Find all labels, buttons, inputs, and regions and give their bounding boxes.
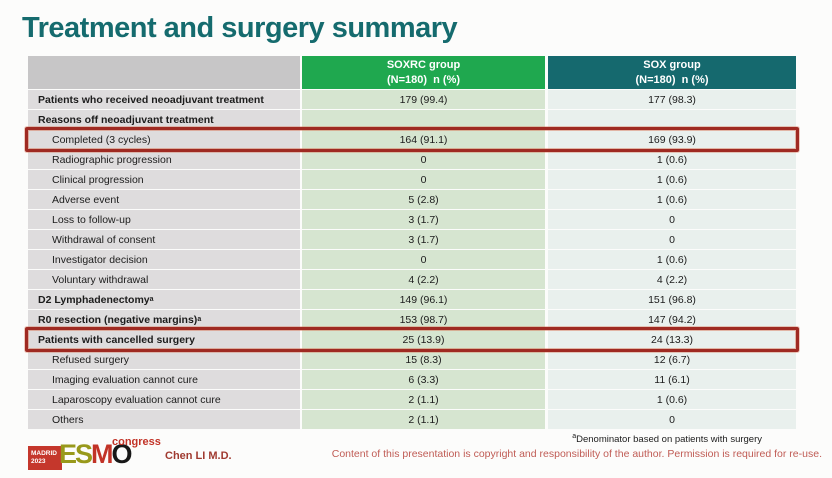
- sox-group-name: SOX group: [643, 59, 701, 72]
- madrid-2023-badge: MADRID 2023: [28, 446, 62, 470]
- esmo-letter-m: M: [91, 439, 113, 469]
- sox-value: 1 (0.6): [548, 250, 796, 269]
- soxrc-value: 0: [302, 170, 545, 189]
- soxrc-value: 0: [302, 250, 545, 269]
- row-label: D2 Lymphadenectomy a: [28, 290, 300, 309]
- row-label: Adverse event: [28, 190, 300, 209]
- sox-value: 0: [548, 230, 796, 249]
- row-label: Completed (3 cycles): [28, 130, 300, 149]
- esmo-wordmark: ESMO: [59, 439, 133, 470]
- sox-value: 0: [548, 210, 796, 229]
- row-label: Clinical progression: [28, 170, 300, 189]
- row-label: Laparoscopy evaluation cannot cure: [28, 390, 300, 409]
- table-body: Patients who received neoadjuvant treatm…: [25, 90, 799, 429]
- table-row: Voluntary withdrawal 4 (2.2) 4 (2.2): [28, 270, 796, 289]
- table-row: Patients who received neoadjuvant treatm…: [28, 90, 796, 109]
- summary-table: SOXRC group (N=180) n (%) SOX group (N=1…: [25, 56, 799, 430]
- soxrc-value: 153 (98.7): [302, 310, 545, 329]
- esmo-letter-o: O: [111, 439, 133, 469]
- sox-value: 12 (6.7): [548, 350, 796, 369]
- congress-label: congress: [112, 436, 161, 448]
- table-row: Clinical progression 0 1 (0.6): [28, 170, 796, 189]
- logo-city: MADRID: [31, 450, 57, 457]
- sox-value: [548, 110, 796, 129]
- soxrc-value: 2 (1.1): [302, 410, 545, 429]
- row-label: Withdrawal of consent: [28, 230, 300, 249]
- column-header-soxrc: SOXRC group (N=180) n (%): [302, 56, 545, 89]
- footnote: aDenominator based on patients with surg…: [572, 433, 762, 445]
- sox-value: 177 (98.3): [548, 90, 796, 109]
- table-row: Radiographic progression 0 1 (0.6): [28, 150, 796, 169]
- row-label: Patients with cancelled surgery: [28, 330, 300, 349]
- footnote-superscript: a: [572, 433, 577, 440]
- table-row: Others 2 (1.1) 0: [28, 410, 796, 429]
- presenter-name: Chen LI M.D.: [165, 450, 232, 462]
- soxrc-value: 25 (13.9): [302, 330, 545, 349]
- row-label: Imaging evaluation cannot cure: [28, 370, 300, 389]
- copyright-notice: Content of this presentation is copyrigh…: [331, 448, 822, 460]
- table-row: Laparoscopy evaluation cannot cure 2 (1.1…: [28, 390, 796, 409]
- table-row: Refused surgery 15 (8.3) 12 (6.7): [28, 350, 796, 369]
- table-row: Loss to follow-up 3 (1.7) 0: [28, 210, 796, 229]
- soxrc-value: 4 (2.2): [302, 270, 545, 289]
- row-label: Loss to follow-up: [28, 210, 300, 229]
- sox-value: 1 (0.6): [548, 170, 796, 189]
- sox-value: 11 (6.1): [548, 370, 796, 389]
- soxrc-value: 3 (1.7): [302, 210, 545, 229]
- row-label: Refused surgery: [28, 350, 300, 369]
- row-label: Investigator decision: [28, 250, 300, 269]
- sox-value: 1 (0.6): [548, 150, 796, 169]
- row-label: R0 resection (negative margins) a: [28, 310, 300, 329]
- soxrc-value: 164 (91.1): [302, 130, 545, 149]
- row-label: Radiographic progression: [28, 150, 300, 169]
- esmo-letter-e: E: [59, 439, 77, 469]
- table-header-row: SOXRC group (N=180) n (%) SOX group (N=1…: [28, 56, 796, 89]
- logo-year: 2023: [31, 457, 46, 465]
- sox-value: 169 (93.9): [548, 130, 796, 149]
- row-label: Voluntary withdrawal: [28, 270, 300, 289]
- sox-value: 4 (2.2): [548, 270, 796, 289]
- soxrc-value: 5 (2.8): [302, 190, 545, 209]
- table-row: Reasons off neoadjuvant treatment: [28, 110, 796, 129]
- column-header-empty: [28, 56, 300, 89]
- column-header-sox: SOX group (N=180) n (%): [548, 56, 796, 89]
- soxrc-value: 3 (1.7): [302, 230, 545, 249]
- soxrc-value: 0: [302, 150, 545, 169]
- sox-value: 1 (0.6): [548, 190, 796, 209]
- table-row: Completed (3 cycles) 164 (91.1) 169 (93.9): [25, 127, 799, 152]
- soxrc-value: [302, 110, 545, 129]
- soxrc-value: 15 (8.3): [302, 350, 545, 369]
- table-row: Investigator decision 0 1 (0.6): [28, 250, 796, 269]
- soxrc-value: 6 (3.3): [302, 370, 545, 389]
- page-title: Treatment and surgery summary: [22, 12, 458, 44]
- row-label: Others: [28, 410, 300, 429]
- table-row: D2 Lymphadenectomy a 149 (96.1) 151 (96.8): [28, 290, 796, 309]
- sox-value: 1 (0.6): [548, 390, 796, 409]
- footnote-text: Denominator based on patients with surge…: [576, 434, 762, 446]
- soxrc-value: 149 (96.1): [302, 290, 545, 309]
- soxrc-group-sub: (N=180) n (%): [386, 73, 461, 86]
- soxrc-value: 2 (1.1): [302, 390, 545, 409]
- sox-value: 151 (96.8): [548, 290, 796, 309]
- table-row: Imaging evaluation cannot cure 6 (3.3) 11 …: [28, 370, 796, 389]
- esmo-congress-logo: MADRID 2023 ESMO congress: [28, 436, 178, 476]
- sox-value: 24 (13.3): [548, 330, 796, 349]
- soxrc-value: 179 (99.4): [302, 90, 545, 109]
- table-row: Adverse event 5 (2.8) 1 (0.6): [28, 190, 796, 209]
- table-row: R0 resection (negative margins) a 153 (98.…: [28, 310, 796, 329]
- sox-value: 147 (94.2): [548, 310, 796, 329]
- esmo-letter-s: S: [75, 439, 93, 469]
- row-label: Reasons off neoadjuvant treatment: [28, 110, 300, 129]
- table-row: Patients with cancelled surgery 25 (13.9)…: [25, 327, 799, 352]
- table-row: Withdrawal of consent 3 (1.7) 0: [28, 230, 796, 249]
- sox-group-sub: (N=180) n (%): [635, 73, 709, 86]
- soxrc-group-name: SOXRC group: [386, 59, 461, 72]
- row-label: Patients who received neoadjuvant treatm…: [28, 90, 300, 109]
- sox-value: 0: [548, 410, 796, 429]
